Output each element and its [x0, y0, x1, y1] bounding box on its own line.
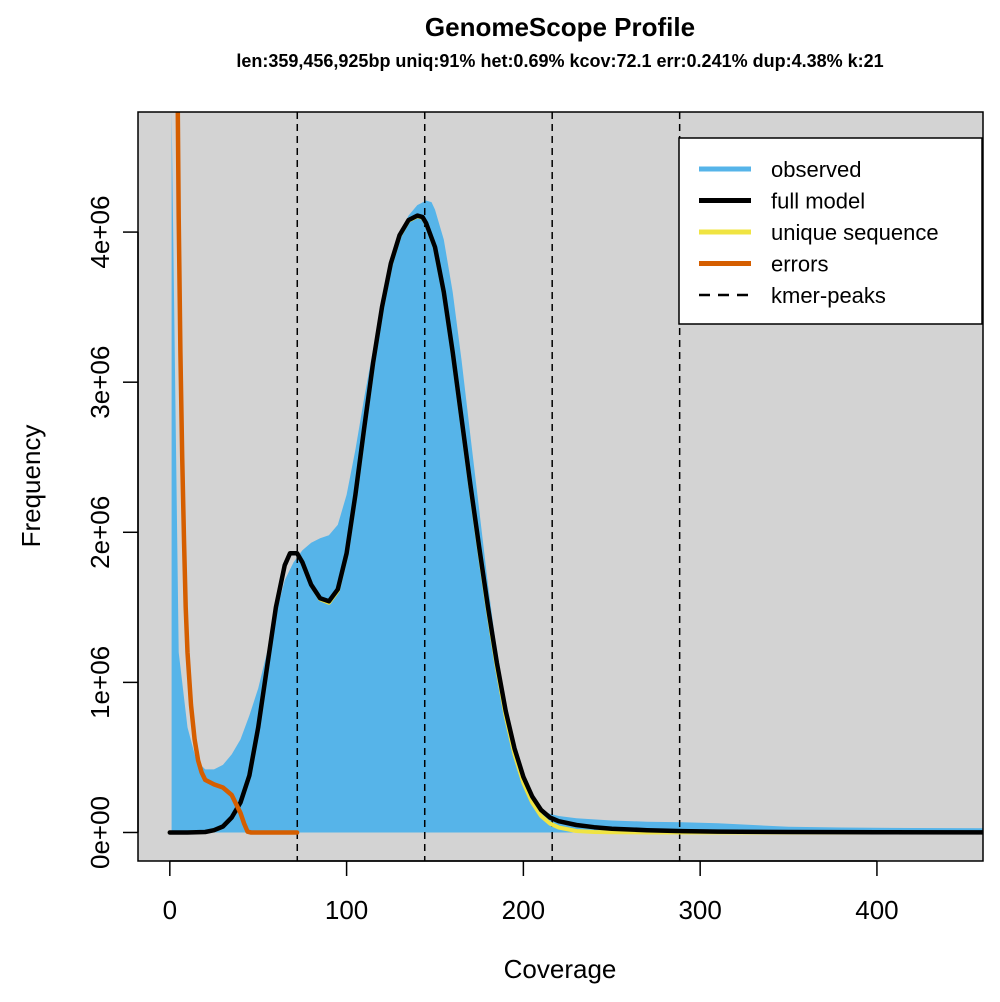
x-axis-label: Coverage [504, 954, 617, 984]
legend: observed full model unique sequence errors k… [678, 137, 983, 325]
errors-line [175, 112, 300, 835]
x-tick-label: 400 [855, 895, 898, 925]
observed-area [171, 112, 983, 833]
x-tick-label: 0 [163, 895, 177, 925]
y-tick-label: 1e+06 [85, 646, 115, 719]
full-model-line [167, 213, 983, 835]
x-tick-label: 200 [502, 895, 545, 925]
legend-label: unique sequence [771, 220, 939, 245]
chart-title: GenomeScope Profile [425, 12, 695, 42]
observed-series [171, 112, 983, 833]
legend-label: errors [771, 252, 828, 277]
x-axis: 0 100 200 300 400 [163, 860, 899, 925]
chart-subtitle: len:359,456,925bp uniq:91% het:0.69% kco… [236, 51, 883, 71]
y-axis-label: Frequency [16, 425, 46, 548]
y-tick-label: 3e+06 [85, 346, 115, 419]
x-tick-label: 300 [678, 895, 721, 925]
y-tick-label: 0e+00 [85, 796, 115, 869]
y-tick-label: 2e+06 [85, 496, 115, 569]
x-tick-label: 100 [325, 895, 368, 925]
y-axis: 0e+00 1e+06 2e+06 3e+06 4e+06 [85, 196, 139, 869]
legend-label: full model [771, 189, 865, 214]
legend-label: kmer-peaks [771, 283, 886, 308]
y-tick-label: 4e+06 [85, 196, 115, 269]
model-lines [167, 112, 983, 835]
legend-label: observed [771, 157, 862, 182]
